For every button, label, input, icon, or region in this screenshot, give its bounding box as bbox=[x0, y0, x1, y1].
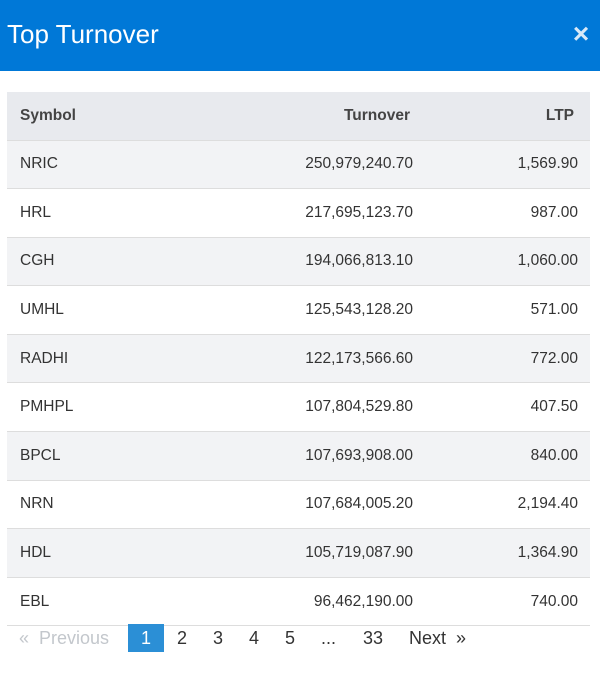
turnover-table-container: Symbol Turnover LTP NRIC 250,979,240.70 … bbox=[7, 92, 590, 626]
pagination-ellipsis: ... bbox=[321, 628, 337, 648]
table-row[interactable]: UMHL 125,543,128.20 571.00 bbox=[7, 285, 590, 335]
turnover-table: Symbol Turnover LTP NRIC 250,979,240.70 … bbox=[7, 92, 590, 626]
page-link-1[interactable]: 1 bbox=[128, 624, 164, 652]
cell-symbol: NRN bbox=[20, 495, 54, 513]
modal-title: Top Turnover bbox=[7, 19, 159, 49]
previous-page-link: « Previous bbox=[19, 628, 110, 648]
pagination: « Previous 1 2 3 4 5 ... 33 Next » bbox=[7, 623, 590, 653]
cell-symbol: CGH bbox=[20, 252, 55, 270]
cell-turnover: 125,543,128.20 bbox=[305, 301, 413, 319]
column-header-ltp[interactable]: LTP bbox=[413, 92, 590, 141]
cell-ltp: 1,569.90 bbox=[517, 155, 578, 173]
cell-symbol: HDL bbox=[20, 544, 52, 562]
cell-turnover: 194,066,813.10 bbox=[305, 252, 413, 270]
cell-ltp: 987.00 bbox=[530, 203, 578, 221]
close-icon[interactable]: × bbox=[572, 18, 590, 49]
cell-turnover: 122,173,566.60 bbox=[305, 349, 413, 367]
table-row[interactable]: NRN 107,684,005.20 2,194.40 bbox=[7, 480, 590, 529]
cell-ltp: 407.50 bbox=[530, 398, 578, 416]
cell-turnover: 107,804,529.80 bbox=[305, 398, 413, 416]
table-row[interactable]: BPCL 107,693,908.00 840.00 bbox=[7, 431, 590, 481]
table-row[interactable]: HDL 105,719,087.90 1,364.90 bbox=[7, 528, 590, 578]
cell-ltp: 571.00 bbox=[530, 301, 578, 319]
cell-ltp: 772.00 bbox=[530, 349, 578, 367]
next-page-link[interactable]: Next » bbox=[409, 628, 467, 648]
cell-turnover: 96,462,190.00 bbox=[313, 592, 413, 610]
cell-symbol: NRIC bbox=[20, 155, 58, 173]
cell-ltp: 2,194.40 bbox=[517, 495, 578, 513]
cell-ltp: 840.00 bbox=[530, 446, 578, 464]
column-header-turnover[interactable]: Turnover bbox=[167, 92, 413, 141]
table-row[interactable]: RADHI 122,173,566.60 772.00 bbox=[7, 334, 590, 383]
cell-ltp: 1,364.90 bbox=[517, 544, 578, 562]
cell-turnover: 107,693,908.00 bbox=[305, 446, 413, 464]
cell-symbol: UMHL bbox=[20, 301, 64, 319]
table-header-row: Symbol Turnover LTP bbox=[7, 92, 590, 141]
table-row[interactable]: CGH 194,066,813.10 1,060.00 bbox=[7, 237, 590, 286]
cell-turnover: 105,719,087.90 bbox=[305, 544, 413, 562]
table-row[interactable]: NRIC 250,979,240.70 1,569.90 bbox=[7, 140, 590, 189]
cell-turnover: 107,684,005.20 bbox=[305, 495, 413, 513]
page-link-33[interactable]: 33 bbox=[363, 628, 384, 648]
page-link-2[interactable]: 2 bbox=[177, 628, 188, 648]
cell-symbol: HRL bbox=[20, 203, 52, 221]
column-header-symbol[interactable]: Symbol bbox=[7, 92, 167, 141]
cell-turnover: 217,695,123.70 bbox=[305, 203, 413, 221]
cell-turnover: 250,979,240.70 bbox=[305, 155, 413, 173]
cell-ltp: 740.00 bbox=[530, 592, 578, 610]
cell-symbol: BPCL bbox=[20, 446, 61, 464]
cell-symbol: PMHPL bbox=[20, 398, 74, 416]
table-row[interactable]: PMHPL 107,804,529.80 407.50 bbox=[7, 382, 590, 432]
cell-symbol: EBL bbox=[20, 592, 50, 610]
page-link-5[interactable]: 5 bbox=[285, 628, 296, 648]
cell-ltp: 1,060.00 bbox=[517, 252, 578, 270]
modal-header: Top Turnover × bbox=[0, 0, 600, 71]
page-link-4[interactable]: 4 bbox=[249, 628, 260, 648]
table-row[interactable]: EBL 96,462,190.00 740.00 bbox=[7, 577, 590, 626]
table-row[interactable]: HRL 217,695,123.70 987.00 bbox=[7, 188, 590, 238]
cell-symbol: RADHI bbox=[20, 349, 69, 367]
page-link-3[interactable]: 3 bbox=[213, 628, 224, 648]
